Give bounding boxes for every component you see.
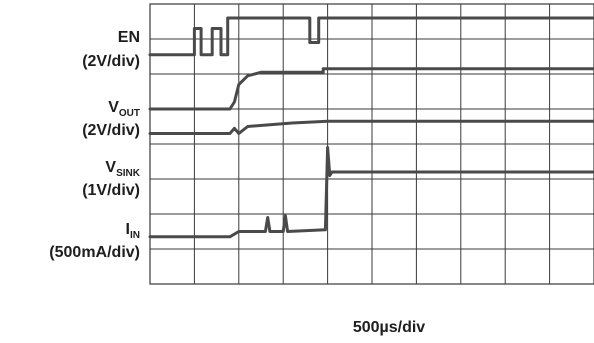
vsink-label: VSINK	[105, 159, 140, 179]
en-label: EN	[118, 29, 140, 46]
grid	[150, 4, 594, 284]
vsink-scale-label: (1V/div)	[82, 182, 140, 199]
iin-scale-label: (500mA/div)	[49, 244, 140, 261]
trace-iin	[148, 146, 594, 239]
en-scale-label: (2V/div)	[82, 53, 140, 70]
trace-en	[148, 16, 594, 57]
vout-scale-label: (2V/div)	[82, 122, 140, 139]
plot-frame	[149, 3, 594, 285]
trace-vout	[148, 67, 594, 111]
iin-label: IIN	[126, 221, 140, 241]
trace-vsink	[148, 119, 594, 135]
traces	[148, 16, 594, 239]
x-axis-label: 500µs/div	[353, 319, 425, 336]
vout-label: VOUT	[108, 99, 140, 119]
